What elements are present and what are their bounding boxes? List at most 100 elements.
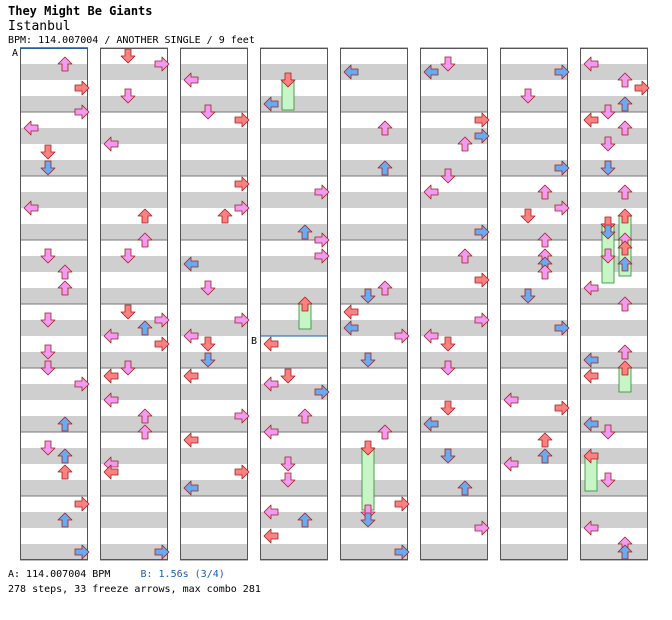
step-arrow (103, 328, 119, 344)
step-arrow (617, 96, 633, 112)
footer-bpm-line: A: 114.007004 BPM B: 1.56s (3/4) (8, 569, 225, 580)
step-arrow (474, 112, 490, 128)
step-arrow (314, 184, 330, 200)
step-arrow (440, 360, 456, 376)
step-arrow (120, 248, 136, 264)
column-1 (20, 47, 88, 561)
step-arrow (440, 168, 456, 184)
step-arrow (183, 432, 199, 448)
step-arrow (617, 344, 633, 360)
step-arrow (554, 160, 570, 176)
step-arrow (280, 72, 296, 88)
step-arrow (583, 352, 599, 368)
step-arrow (314, 248, 330, 264)
step-arrow (120, 48, 136, 64)
step-arrow (280, 456, 296, 472)
step-arrow (234, 312, 250, 328)
step-arrow (617, 544, 633, 560)
step-arrow (57, 416, 73, 432)
step-arrow (57, 464, 73, 480)
freeze-body (361, 447, 375, 511)
step-arrow (183, 480, 199, 496)
step-arrow (74, 80, 90, 96)
song-title: Istanbul (8, 19, 71, 34)
step-arrow (634, 80, 650, 96)
step-arrow (520, 88, 536, 104)
step-arrow (394, 328, 410, 344)
step-arrow (23, 200, 39, 216)
step-arrow (474, 520, 490, 536)
column-6 (420, 47, 488, 561)
step-arrow (474, 272, 490, 288)
step-arrow (263, 96, 279, 112)
step-arrow (234, 200, 250, 216)
step-arrow (103, 368, 119, 384)
step-arrow (377, 160, 393, 176)
step-arrow (57, 448, 73, 464)
step-arrow (200, 352, 216, 368)
step-arrow (297, 512, 313, 528)
step-arrow (440, 448, 456, 464)
step-arrow (457, 248, 473, 264)
step-arrow (297, 296, 313, 312)
step-arrow (600, 248, 616, 264)
step-arrow (617, 184, 633, 200)
step-arrow (617, 208, 633, 224)
step-arrow (200, 336, 216, 352)
step-arrow (314, 384, 330, 400)
song-meta: BPM: 114.007004 / ANOTHER SINGLE / 9 fee… (8, 35, 255, 46)
step-arrow (537, 448, 553, 464)
step-arrow (137, 424, 153, 440)
step-arrow (120, 360, 136, 376)
step-arrow (520, 288, 536, 304)
step-arrow (280, 472, 296, 488)
step-arrow (137, 408, 153, 424)
step-arrow (503, 456, 519, 472)
step-arrow (583, 368, 599, 384)
step-arrow (183, 368, 199, 384)
step-arrow (554, 320, 570, 336)
step-arrow (234, 408, 250, 424)
step-arrow (154, 544, 170, 560)
step-arrow (617, 72, 633, 88)
step-arrow (617, 256, 633, 272)
step-arrow (537, 232, 553, 248)
step-arrow (40, 360, 56, 376)
step-arrow (440, 400, 456, 416)
bpm-b: B: 1.56s (3/4) (140, 569, 225, 580)
step-arrow (440, 336, 456, 352)
step-arrow (554, 400, 570, 416)
step-arrow (423, 328, 439, 344)
step-arrow (137, 208, 153, 224)
step-arrow (74, 104, 90, 120)
step-arrow (183, 256, 199, 272)
step-arrow (263, 376, 279, 392)
step-arrow (457, 480, 473, 496)
step-arrow (600, 224, 616, 240)
step-arrow (537, 264, 553, 280)
step-arrow (583, 56, 599, 72)
step-arrow (183, 328, 199, 344)
step-arrow (600, 472, 616, 488)
step-arrow (343, 64, 359, 80)
step-arrow (617, 360, 633, 376)
step-arrow (40, 144, 56, 160)
step-arrow (583, 448, 599, 464)
step-arrow (263, 336, 279, 352)
step-arrow (234, 176, 250, 192)
marker-b: B (251, 336, 258, 347)
step-arrow (600, 160, 616, 176)
step-arrow (617, 240, 633, 256)
step-arrow (200, 280, 216, 296)
step-arrow (40, 160, 56, 176)
step-arrow (394, 544, 410, 560)
step-arrow (23, 120, 39, 136)
step-arrow (617, 120, 633, 136)
step-arrow (57, 264, 73, 280)
step-arrow (554, 200, 570, 216)
step-arrow (263, 528, 279, 544)
step-arrow (394, 496, 410, 512)
step-arrow (600, 216, 616, 232)
step-arrow (297, 224, 313, 240)
